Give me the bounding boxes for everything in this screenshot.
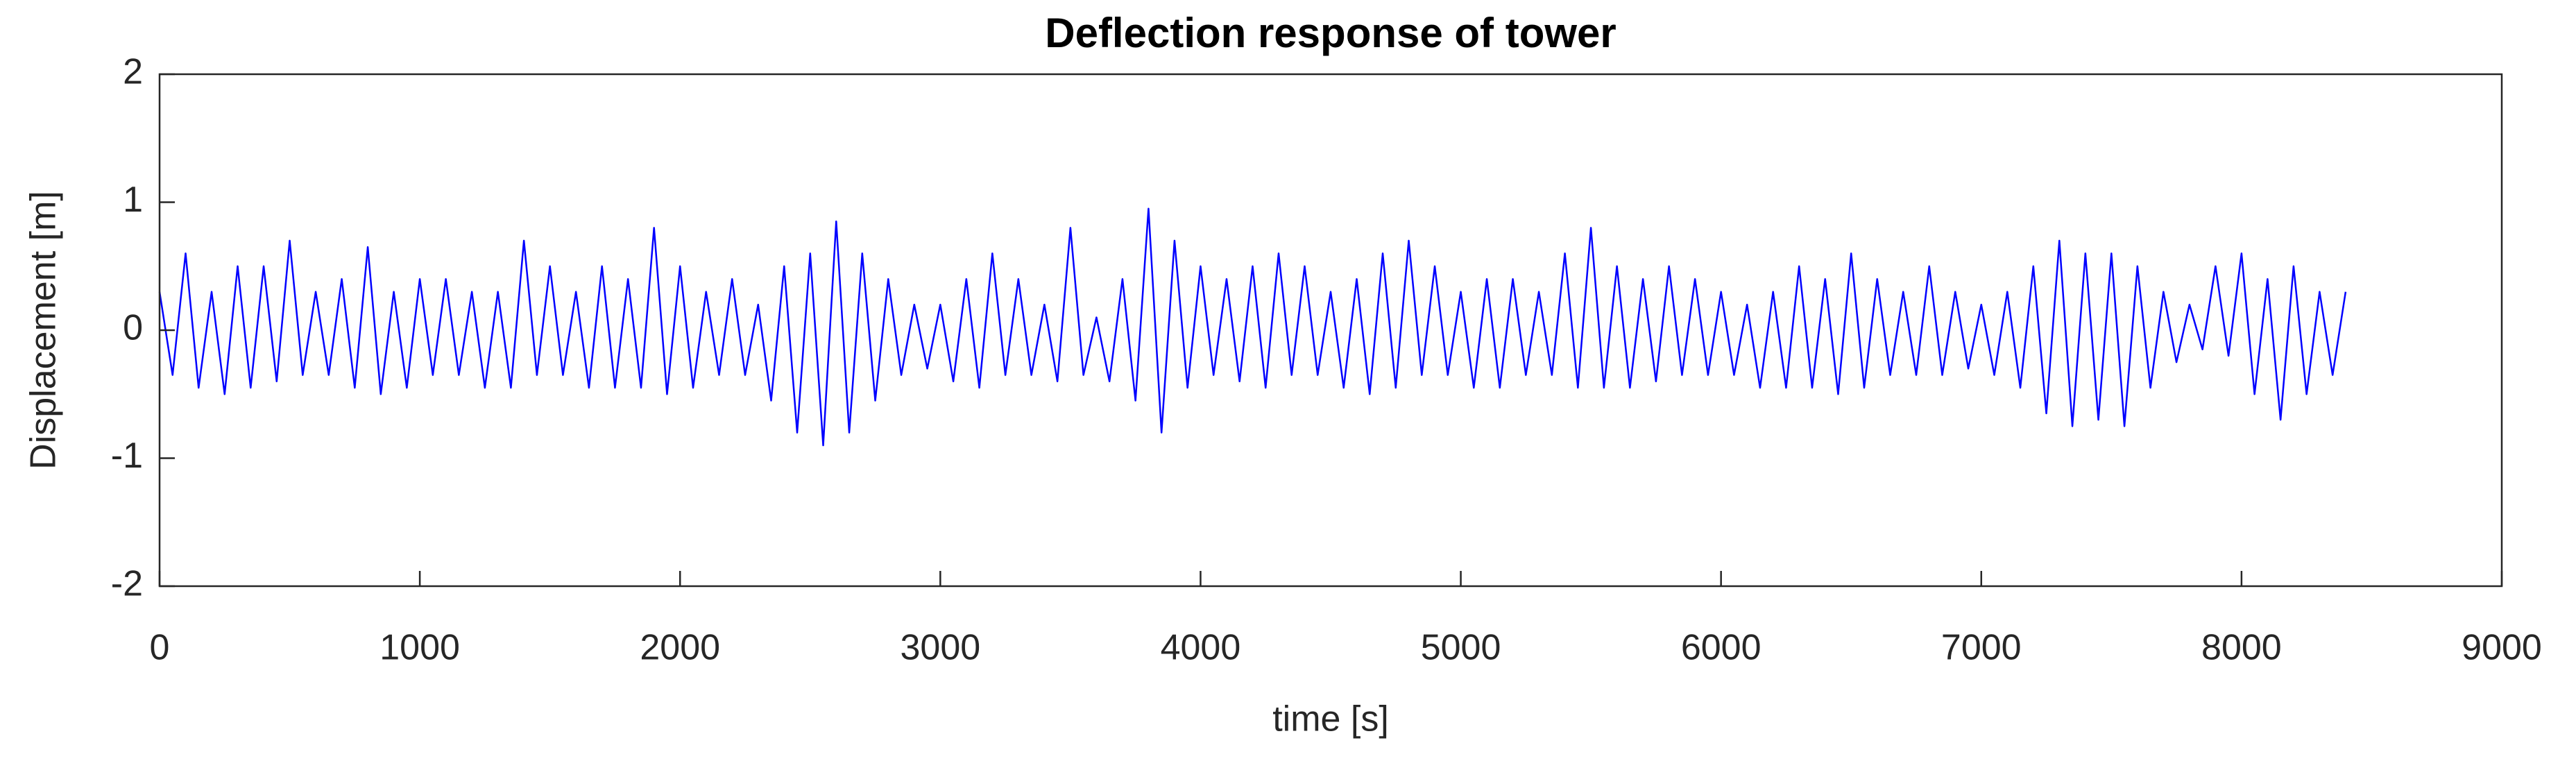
- x-tick-label: 3000: [900, 628, 980, 668]
- y-tick-label: 2: [123, 52, 143, 92]
- x-tick-label: 6000: [1681, 628, 1762, 668]
- chart-title: Deflection response of tower: [1045, 10, 1616, 56]
- x-tick-label: 8000: [2201, 628, 2282, 668]
- x-axis-label: time [s]: [1272, 699, 1389, 739]
- y-tick-label: 1: [123, 180, 143, 220]
- y-tick-label: -1: [111, 436, 143, 476]
- y-tick-label: 0: [123, 308, 143, 348]
- x-tick-label: 2000: [640, 628, 720, 668]
- y-axis-label: Displacement [m]: [24, 191, 64, 470]
- y-tick-label: -2: [111, 564, 143, 604]
- data-line: [158, 207, 2347, 447]
- x-tick-label: 5000: [1421, 628, 1501, 668]
- x-tick-label: 7000: [1941, 628, 2022, 668]
- x-tick-label: 0: [150, 628, 170, 668]
- x-tick-label: 4000: [1161, 628, 1241, 668]
- x-tick-label: 9000: [2462, 628, 2542, 668]
- x-tick-label: 1000: [379, 628, 460, 668]
